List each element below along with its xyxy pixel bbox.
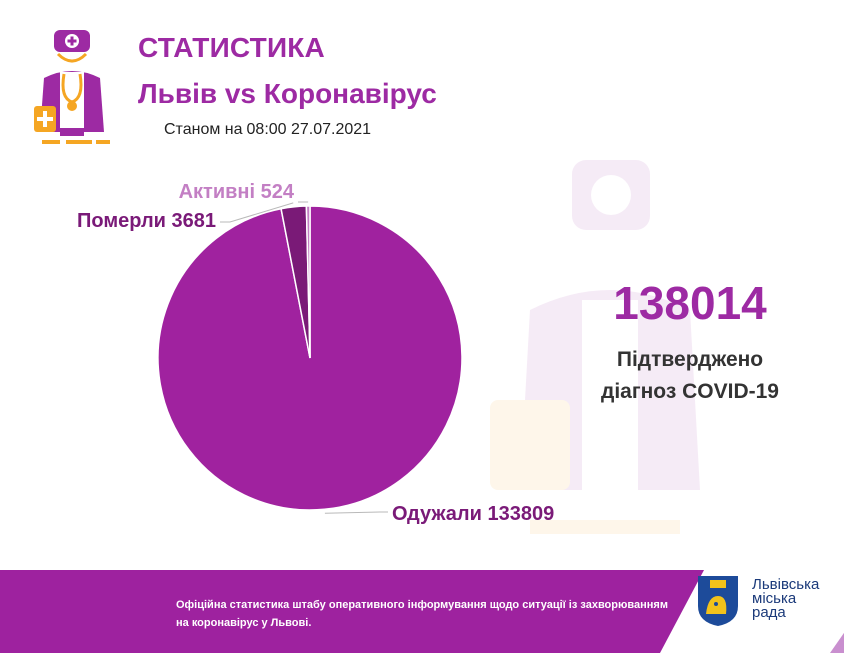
- as-of-prefix: Станом на: [164, 121, 243, 138]
- data-label-1: Померли 3681: [77, 210, 216, 232]
- footer-stripe: [830, 610, 844, 653]
- total-count: 138014: [613, 277, 767, 329]
- as-of-line: Станом на 08:00 27.07.2021: [164, 121, 371, 139]
- footer-text: Офіційна статистика штабу оперативного і…: [176, 599, 668, 629]
- total-description: Підтверджено діагноз COVID-19: [560, 344, 820, 408]
- as-of-date: 08:00 27.07.2021: [246, 121, 372, 138]
- data-label-2: Активні 524: [179, 181, 295, 203]
- data-label-0: Одужали 133809: [392, 503, 554, 525]
- leader-line-0: [324, 511, 388, 514]
- page-title: СТАТИСТИКА: [138, 32, 325, 63]
- total-description-line2: діагноз COVID-19: [601, 380, 779, 403]
- city-council-line2: міська: [752, 590, 797, 607]
- city-council-line3: рада: [752, 604, 786, 621]
- leader-line-1: [220, 202, 294, 223]
- doctor-icon: [34, 30, 110, 144]
- page-subtitle: Львів vs Коронавірус: [138, 78, 437, 109]
- pie-slice-2: [305, 205, 311, 359]
- city-council-line1: Львівська: [752, 576, 820, 593]
- city-council-name: Львівська міська рада: [752, 576, 820, 621]
- coat-of-arms-icon: [698, 576, 738, 626]
- total-description-line1: Підтверджено: [616, 348, 764, 371]
- doctor-watermark-icon: [490, 160, 700, 534]
- pie-chart: Одужали 133809 Померли 3681 Активні 524: [77, 181, 554, 525]
